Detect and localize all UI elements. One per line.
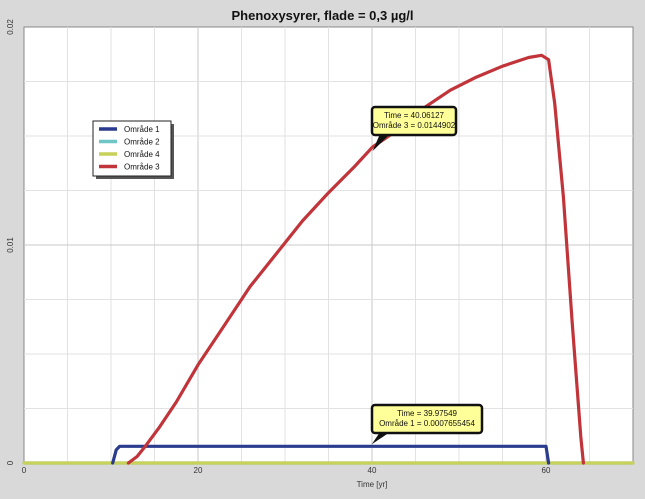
x-tick-label: 60 <box>542 466 551 475</box>
x-tick-label: 40 <box>368 466 377 475</box>
x-tick-label: 0 <box>22 466 27 475</box>
legend-label: Område 4 <box>124 150 160 159</box>
tooltip-pointer <box>371 432 390 445</box>
tooltip-box <box>370 403 484 435</box>
tooltip-text: Time = 39.97549 <box>397 409 458 418</box>
x-tick-label: 20 <box>194 466 203 475</box>
legend-label: Område 2 <box>124 138 160 147</box>
y-tick-label: 0.01 <box>6 237 15 253</box>
chart-title: Phenoxysyrer, flade = 0,3 µg/l <box>231 8 414 23</box>
tooltip-text: Time = 40.06127 <box>384 111 445 120</box>
x-axis-label: Time [yr] <box>357 480 388 489</box>
tooltip-text: Område 3 = 0.0144902 <box>373 121 456 130</box>
legend-label: Område 1 <box>124 125 160 134</box>
legend-label: Område 3 <box>124 163 160 172</box>
tooltip-box <box>370 105 458 137</box>
y-tick-label: 0.02 <box>6 19 15 35</box>
series-line-1 <box>111 444 551 465</box>
tooltip-text: Område 1 = 0.0007655454 <box>379 419 475 428</box>
tooltip-pointer <box>372 134 390 152</box>
y-tick-label: 0 <box>6 460 15 465</box>
